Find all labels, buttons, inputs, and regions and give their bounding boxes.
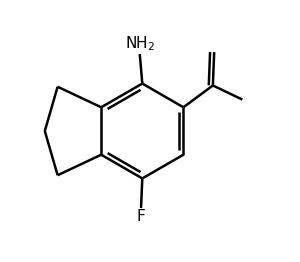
Text: NH$_2$: NH$_2$: [124, 34, 155, 53]
Text: F: F: [136, 209, 146, 224]
